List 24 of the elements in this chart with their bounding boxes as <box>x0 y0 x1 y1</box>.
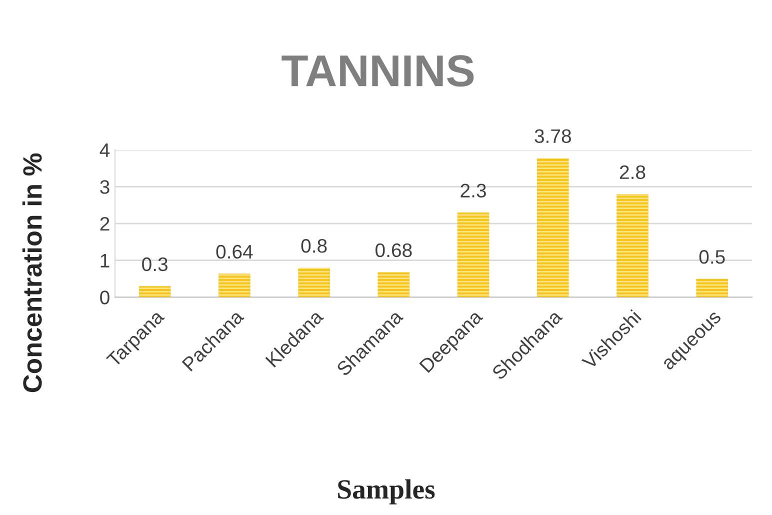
data-label: 0.3 <box>142 257 168 272</box>
bar <box>457 212 490 298</box>
bar <box>298 268 330 298</box>
y-tick-label: 4 <box>100 144 110 157</box>
y-tick-label: 1 <box>100 254 110 268</box>
bar <box>696 278 728 298</box>
data-label: 0.68 <box>376 243 412 258</box>
data-label: 3.78 <box>534 129 571 144</box>
bar <box>378 272 410 298</box>
y-tick-label: 0 <box>100 290 110 304</box>
bar <box>218 274 250 298</box>
x-axis-title: Samples <box>338 479 435 504</box>
data-label: 2.8 <box>620 165 646 180</box>
y-tick-label: 3 <box>100 180 110 194</box>
data-label: 0.5 <box>699 250 725 264</box>
bar <box>138 286 171 298</box>
y-tick-label: 2 <box>100 216 110 231</box>
data-label: 2.3 <box>460 184 486 198</box>
data-label: 0.8 <box>301 238 327 253</box>
bar <box>616 194 648 298</box>
data-label: 0.64 <box>216 244 253 259</box>
y-axis-title: Concentration in % <box>22 153 42 392</box>
chart-title: TANNINS <box>282 55 474 87</box>
bar <box>536 158 569 298</box>
